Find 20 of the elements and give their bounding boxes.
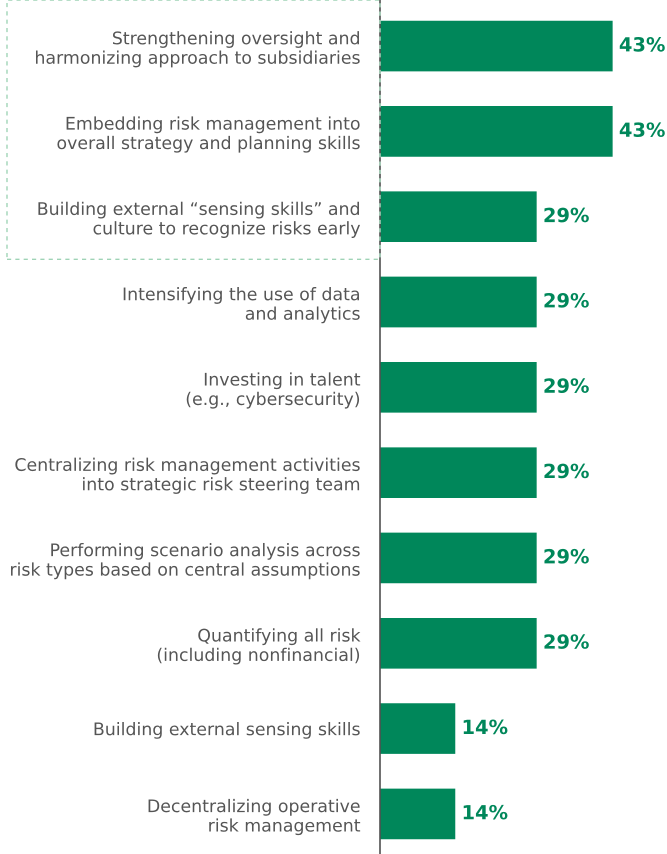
data-label: 14% <box>464 804 508 820</box>
y-tick-label: Building external sensing skills <box>94 722 360 739</box>
y-tick-label: Decentralizing operative risk management <box>148 798 360 836</box>
y-tick-label: Strengthening oversight and harmonizing approach to subsidiaries <box>36 31 360 68</box>
y-tick-label: Building external “sensing skills” and culture to recognize risks early <box>38 202 360 238</box>
y-tick-label: Intensifying the use of data and analytics <box>124 287 360 324</box>
y-tick-label: Embedding risk management into overall strategy and planning skills <box>57 116 360 153</box>
y-tick-label: Quantifying all risk (including nonfinancial) <box>158 628 361 665</box>
data-label: 14% <box>464 720 508 734</box>
data-label: 29% <box>544 378 589 393</box>
data-label: 43% <box>620 122 665 138</box>
y-tick-label: Investing in talent (e.g., cybersecurity) <box>186 372 360 409</box>
data-label: 29% <box>544 292 589 308</box>
data-label: 29% <box>544 208 589 222</box>
data-label: 43% <box>620 37 665 52</box>
data-label: 29% <box>544 634 589 649</box>
data-label: 29% <box>544 548 589 564</box>
y-tick-label: Performing scenario analysis across risk types based on central assumptions <box>11 542 360 580</box>
data-label: 29% <box>544 464 589 478</box>
y-tick-label: Centralizing risk management activities into strategic risk steering team <box>15 458 360 494</box>
